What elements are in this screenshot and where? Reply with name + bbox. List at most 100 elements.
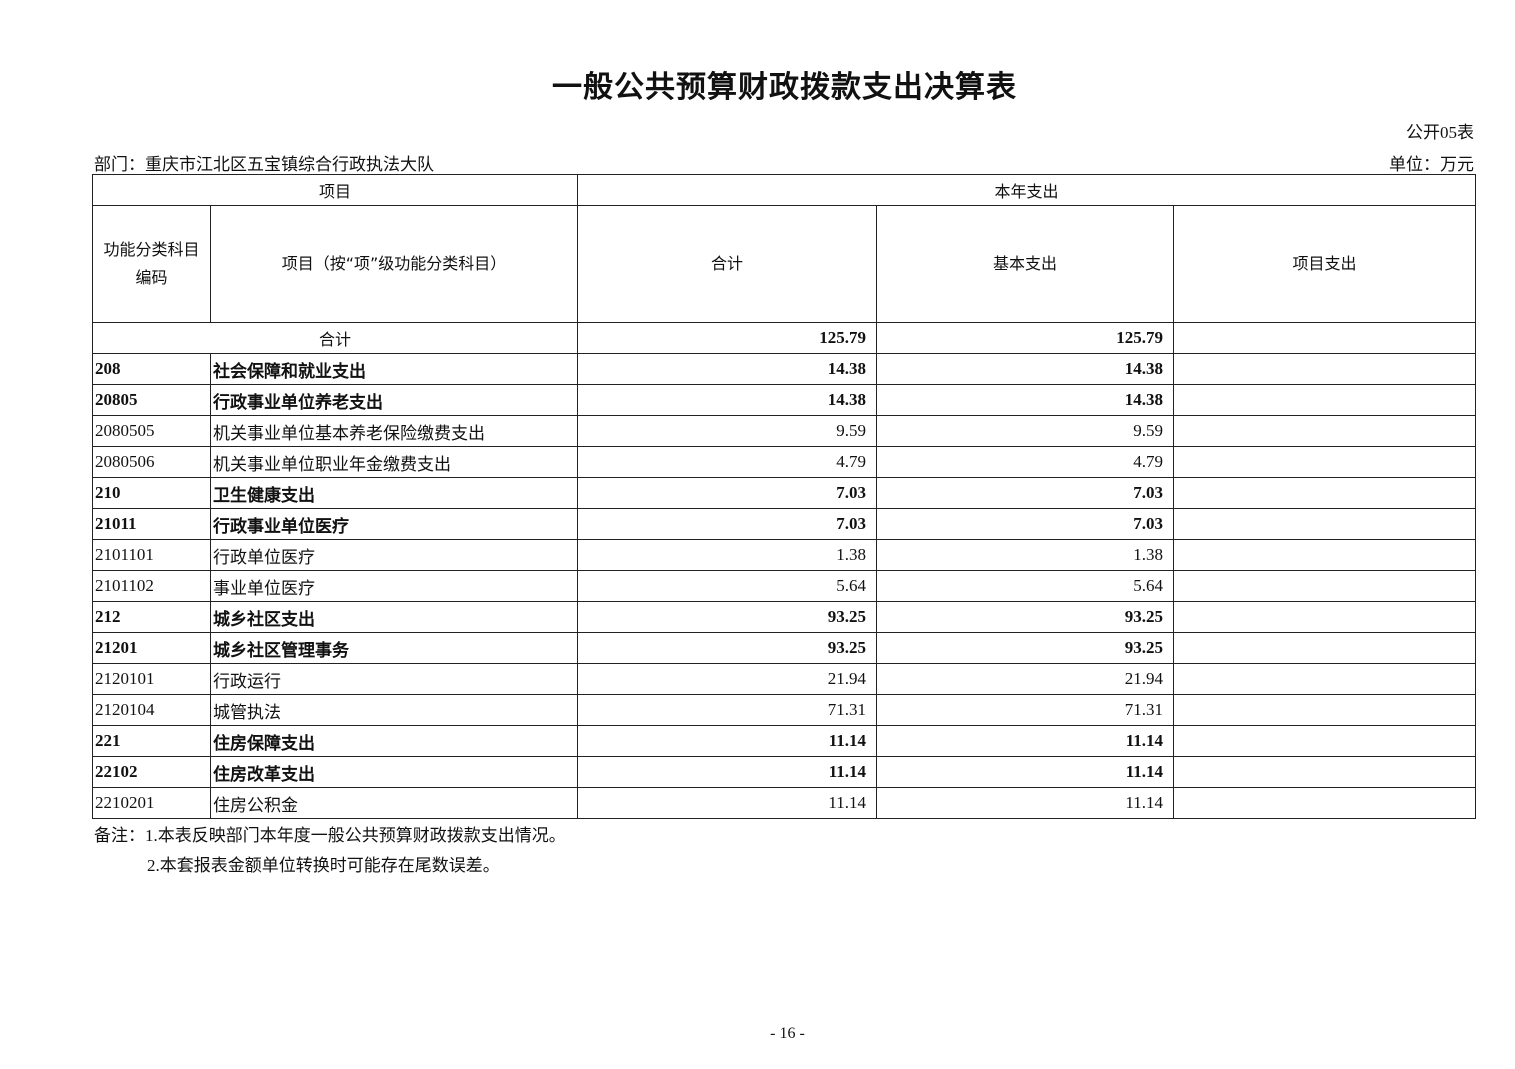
table-row: 2101102 事业单位医疗 5.64 5.64: [92, 570, 1477, 602]
row-total: 7.03: [577, 477, 878, 509]
header-project: 项目: [91, 174, 579, 206]
row-project: [1173, 570, 1477, 602]
row-basic: 11.14: [876, 756, 1175, 788]
row-name: 住房公积金: [209, 787, 579, 819]
table-row: 212 城乡社区支出 93.25 93.25: [92, 601, 1477, 633]
row-total: 5.64: [577, 570, 878, 602]
row-name: 社会保障和就业支出: [209, 353, 579, 385]
row-basic: 1.38: [876, 539, 1175, 571]
row-name: 住房改革支出: [209, 756, 579, 788]
note-2: 2.本套报表金额单位转换时可能存在尾数误差。: [147, 856, 500, 875]
row-name: 卫生健康支出: [209, 477, 579, 509]
row-total: 14.38: [577, 384, 878, 416]
row-total: 4.79: [577, 446, 878, 478]
table-row: 2101101 行政单位医疗 1.38 1.38: [92, 539, 1477, 571]
row-code: 212: [92, 601, 211, 633]
header-current-year: 本年支出: [577, 174, 1477, 206]
row-code: 20805: [92, 384, 211, 416]
row-total: 11.14: [577, 725, 878, 757]
row-code: 221: [92, 725, 211, 757]
row-project: [1173, 384, 1477, 416]
row-name: 行政运行: [209, 663, 579, 695]
row-basic: 14.38: [876, 353, 1175, 385]
row-project: [1173, 353, 1477, 385]
row-code: 21201: [92, 632, 211, 664]
row-total: 21.94: [577, 663, 878, 695]
table-row: 20805 行政事业单位养老支出 14.38 14.38: [92, 384, 1477, 416]
table-row: 221 住房保障支出 11.14 11.14: [92, 725, 1477, 757]
row-project: [1173, 601, 1477, 633]
row-project: [1173, 477, 1477, 509]
row-code: 2080506: [92, 446, 211, 478]
row-total: 93.25: [577, 601, 878, 633]
row-name: 城乡社区管理事务: [209, 632, 579, 664]
table-row: 21011 行政事业单位医疗 7.03 7.03: [92, 508, 1477, 540]
row-total: 11.14: [577, 756, 878, 788]
total-amount: 125.79: [577, 322, 878, 354]
header-basic: 基本支出: [876, 205, 1175, 323]
row-basic: 71.31: [876, 694, 1175, 726]
total-basic: 125.79: [876, 322, 1175, 354]
row-name: 行政事业单位养老支出: [209, 384, 579, 416]
row-name: 住房保障支出: [209, 725, 579, 757]
note-1: 备注：1.本表反映部门本年度一般公共预算财政拨款支出情况。: [94, 826, 566, 845]
row-code: 2101102: [92, 570, 211, 602]
row-project: [1173, 446, 1477, 478]
row-basic: 7.03: [876, 477, 1175, 509]
row-project: [1173, 663, 1477, 695]
row-code: 21011: [92, 508, 211, 540]
row-total: 14.38: [577, 353, 878, 385]
row-name: 行政事业单位医疗: [209, 508, 579, 540]
row-project: [1173, 725, 1477, 757]
row-code: 208: [92, 353, 211, 385]
row-total: 71.31: [577, 694, 878, 726]
expenditure-table: 项目 本年支出 功能分类科目编码 项目（按“项”级功能分类科目） 合计 基本支出…: [91, 174, 1477, 819]
row-project: [1173, 508, 1477, 540]
total-label: 合计: [91, 322, 579, 354]
row-project: [1173, 756, 1477, 788]
row-basic: 21.94: [876, 663, 1175, 695]
row-basic: 93.25: [876, 632, 1175, 664]
row-total: 93.25: [577, 632, 878, 664]
row-name: 事业单位医疗: [209, 570, 579, 602]
department-label: 部门：重庆市江北区五宝镇综合行政执法大队: [94, 155, 434, 174]
table-row: 210 卫生健康支出 7.03 7.03: [92, 477, 1477, 509]
row-basic: 11.14: [876, 787, 1175, 819]
row-code: 2080505: [92, 415, 211, 447]
row-name: 城管执法: [209, 694, 579, 726]
table-row: 2120101 行政运行 21.94 21.94: [92, 663, 1477, 695]
page-title: 一般公共预算财政拨款支出决算表: [552, 71, 1017, 104]
row-total: 11.14: [577, 787, 878, 819]
header-item: 项目（按“项”级功能分类科目）: [209, 205, 579, 323]
table-row: 2120104 城管执法 71.31 71.31: [92, 694, 1477, 726]
row-basic: 7.03: [876, 508, 1175, 540]
row-basic: 14.38: [876, 384, 1175, 416]
header-project-expense: 项目支出: [1173, 205, 1477, 323]
row-project: [1173, 632, 1477, 664]
table-row: 2080505 机关事业单位基本养老保险缴费支出 9.59 9.59: [92, 415, 1477, 447]
row-code: 2120101: [92, 663, 211, 695]
row-basic: 93.25: [876, 601, 1175, 633]
header-row-1: 项目 本年支出: [91, 174, 1477, 206]
row-code: 2120104: [92, 694, 211, 726]
row-basic: 11.14: [876, 725, 1175, 757]
total-project: [1173, 322, 1477, 354]
row-code: 2101101: [92, 539, 211, 571]
row-code: 22102: [92, 756, 211, 788]
row-name: 行政单位医疗: [209, 539, 579, 571]
row-code: 2210201: [92, 787, 211, 819]
unit-label: 单位：万元: [1389, 155, 1474, 174]
form-number: 公开05表: [1406, 123, 1474, 142]
table-row: 2210201 住房公积金 11.14 11.14: [92, 787, 1477, 819]
row-name: 机关事业单位基本养老保险缴费支出: [209, 415, 579, 447]
header-row-2: 功能分类科目编码 项目（按“项”级功能分类科目） 合计 基本支出 项目支出: [92, 205, 1477, 323]
table-row: 208 社会保障和就业支出 14.38 14.38: [92, 353, 1477, 385]
table-row: 2080506 机关事业单位职业年金缴费支出 4.79 4.79: [92, 446, 1477, 478]
header-code: 功能分类科目编码: [92, 205, 211, 323]
row-project: [1173, 539, 1477, 571]
row-basic: 5.64: [876, 570, 1175, 602]
row-project: [1173, 787, 1477, 819]
row-total: 9.59: [577, 415, 878, 447]
total-row: 合计 125.79 125.79: [91, 322, 1477, 354]
table-row: 21201 城乡社区管理事务 93.25 93.25: [92, 632, 1477, 664]
